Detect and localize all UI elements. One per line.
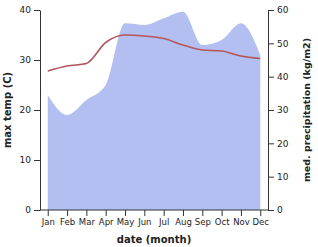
tick-label: 20 — [20, 105, 32, 115]
tick: Feb — [60, 210, 75, 227]
tick: Nov — [233, 210, 250, 227]
tick: Jul — [158, 210, 169, 227]
tick-label: Nov — [233, 217, 250, 227]
x-axis: Jan Feb MarAprMayJun Jul AugSep OctNovDec — [40, 210, 269, 227]
tick-mark — [268, 210, 274, 211]
tick: 30 — [20, 55, 40, 65]
plot-area — [48, 12, 261, 210]
tick-mark — [34, 110, 40, 111]
tick: 20 — [268, 139, 289, 149]
tick-mark — [241, 210, 242, 216]
tick-mark — [34, 160, 40, 161]
tick: 10 — [268, 172, 289, 182]
tick: 0 — [25, 205, 40, 215]
tick-label: Feb — [60, 217, 75, 227]
tick-label: Sep — [195, 217, 211, 227]
tick-mark — [144, 210, 145, 216]
tick-label: 20 — [277, 139, 289, 149]
area — [48, 12, 261, 210]
tick-label: Dec — [253, 217, 270, 227]
tick-label: 50 — [277, 39, 289, 49]
y2-axis: 0 10 20 30 40 50 60 — [268, 5, 289, 215]
chart: Jan Feb MarAprMayJun Jul AugSep OctNovDec 0 10 2… — [0, 0, 318, 247]
tick: Mar — [79, 210, 96, 227]
tick-mark — [106, 210, 107, 216]
x-axis-title: date (month) — [117, 234, 191, 245]
tick-label: Jul — [158, 217, 169, 227]
tick: May — [117, 210, 135, 227]
tick: Apr — [99, 210, 114, 227]
tick: 30 — [268, 105, 289, 115]
tick-mark — [268, 43, 274, 44]
tick-label: 30 — [277, 105, 289, 115]
tick-label: Jun — [137, 217, 151, 227]
tick-mark — [34, 210, 40, 211]
axis-line — [40, 11, 41, 211]
tick: 20 — [20, 105, 40, 115]
tick-mark — [125, 210, 126, 216]
tick-mark — [34, 60, 40, 61]
tick-label: Mar — [79, 217, 96, 227]
tick: 40 — [20, 5, 40, 15]
tick-mark — [48, 210, 49, 216]
tick-mark — [67, 210, 68, 216]
tick-mark — [268, 110, 274, 111]
tick: 40 — [268, 72, 289, 82]
tick: 50 — [268, 39, 289, 49]
tick: 10 — [20, 155, 40, 165]
tick-mark — [183, 210, 184, 216]
tick-label: Apr — [99, 217, 114, 227]
tick-label: 0 — [25, 205, 31, 215]
axis-line — [40, 210, 268, 211]
y-axis-title: max temp (C) — [2, 72, 13, 148]
y-axis: 0 10 20 30 40 — [20, 5, 41, 215]
y2-axis-title: med. precipitation (kg/m2) — [301, 38, 312, 182]
tick: Dec — [253, 210, 270, 227]
tick-mark — [222, 210, 223, 216]
tick-label: May — [117, 217, 135, 227]
tick-label: 60 — [277, 5, 289, 15]
tick-mark — [268, 77, 274, 78]
tick-mark — [268, 143, 274, 144]
tick-mark — [260, 210, 261, 216]
tick: Aug — [175, 210, 192, 227]
tick: Sep — [195, 210, 211, 227]
tick: Jun — [137, 210, 151, 227]
tick-mark — [202, 210, 203, 216]
tick-label: Jan — [41, 217, 55, 227]
tick-mark — [164, 210, 165, 216]
tick-label: 40 — [20, 5, 32, 15]
tick-label: Aug — [175, 217, 192, 227]
tick-label: 40 — [277, 72, 289, 82]
line — [48, 35, 261, 71]
tick-mark — [86, 210, 87, 216]
tick-label: 30 — [20, 55, 32, 65]
tick-label: 10 — [277, 172, 289, 182]
tick-mark — [268, 10, 274, 11]
tick: Jan — [41, 210, 55, 227]
tick-label: 10 — [20, 155, 32, 165]
tick: Oct — [215, 210, 230, 227]
tick: 60 — [268, 5, 289, 15]
tick-label: Oct — [215, 217, 230, 227]
tick-label: 0 — [277, 205, 283, 215]
tick-mark — [34, 10, 40, 11]
tick: 0 — [268, 205, 283, 215]
tick-mark — [268, 177, 274, 178]
